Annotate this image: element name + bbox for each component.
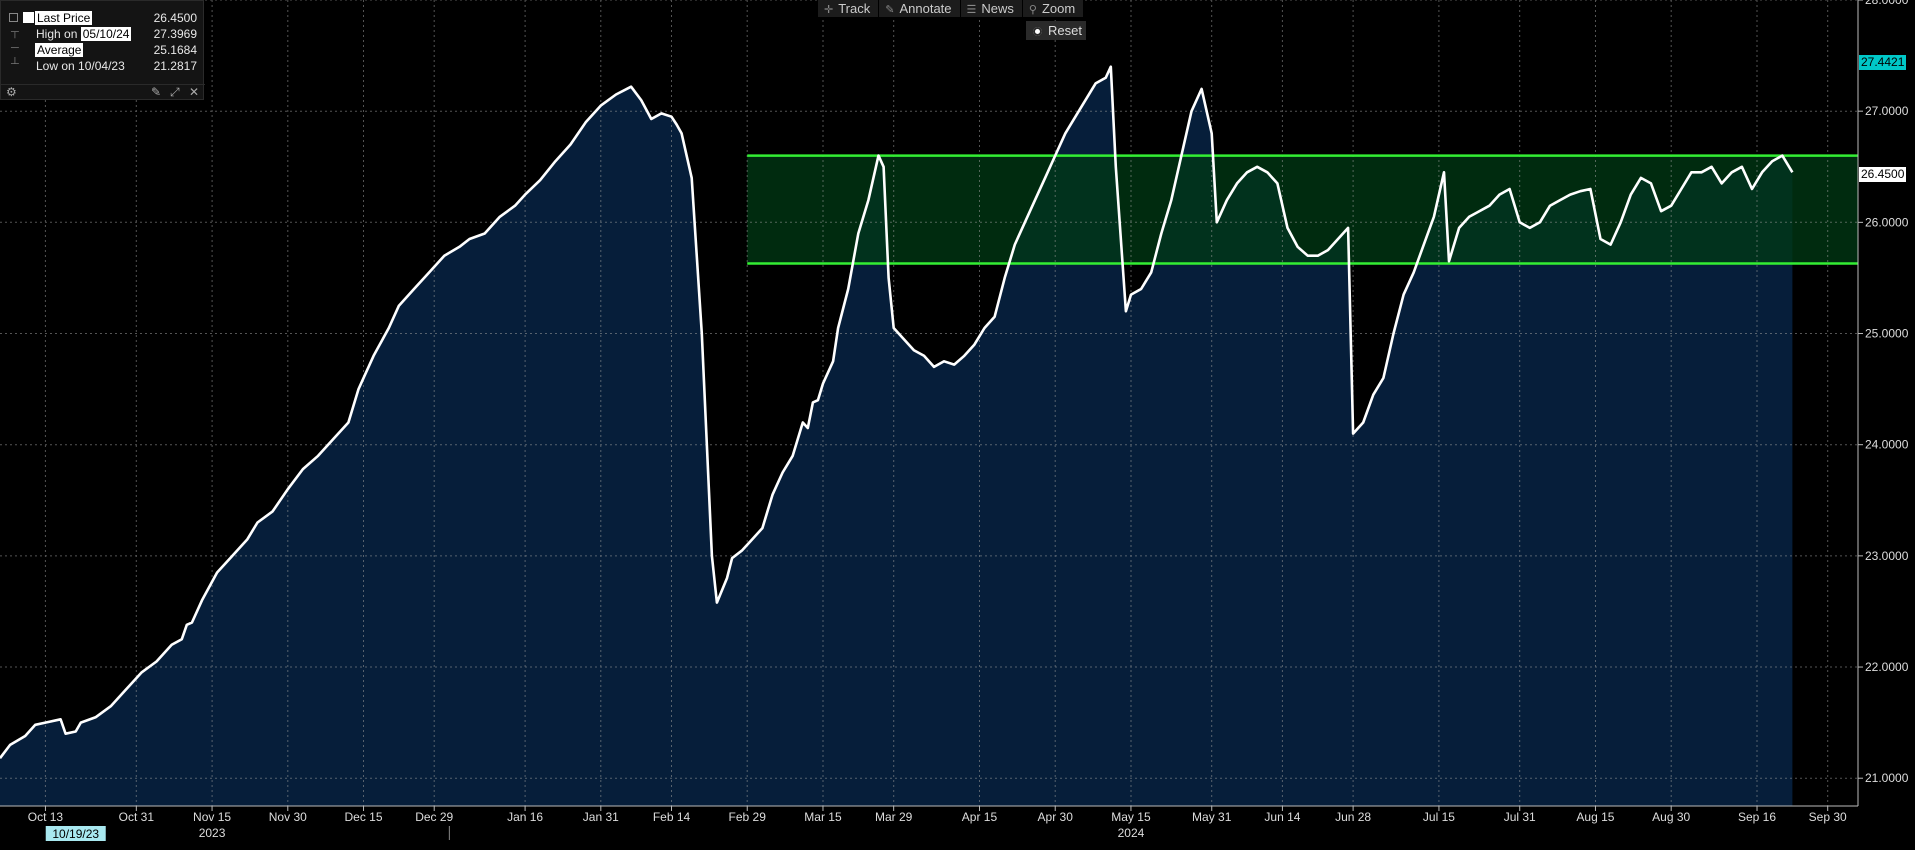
legend-tools: ⚙ ✎ ⤢ ✕ [1, 84, 205, 101]
x-tick-label: Feb 14 [653, 810, 691, 824]
highlight-date-box [45, 826, 106, 841]
x-tick-label: Jun 14 [1264, 810, 1300, 824]
pin-icon[interactable]: ✎ [151, 85, 162, 99]
x-tick-label: Jan 31 [583, 810, 619, 824]
y-tick-label: 24.0000 [1865, 438, 1909, 452]
y-tick-label: 26.0000 [1865, 215, 1909, 229]
x-tick-label: Jul 15 [1423, 810, 1455, 824]
legend-date: 05/10/24 [80, 27, 132, 41]
magnifier-icon: ⚲ [1028, 4, 1037, 16]
settings-icon[interactable]: ⚙ [6, 85, 17, 99]
price-line [0, 65, 1794, 759]
x-tick-label: Apr 15 [962, 810, 998, 824]
x-tick-label: Nov 15 [193, 810, 231, 824]
news-button[interactable]: ☰ News [960, 0, 1023, 17]
reset-button[interactable]: Reset [1026, 21, 1086, 40]
x-tick-label: Aug 30 [1652, 810, 1690, 824]
y-tick-label: 23.0000 [1865, 549, 1909, 563]
legend-key: Last Price [35, 11, 93, 25]
legend-key: Low on 10/04/23 [36, 59, 125, 73]
collapse-icon[interactable] [9, 13, 18, 22]
legend-row-average: ─ Average 25.1684 [1, 42, 205, 58]
legend-key-label: Low on [36, 59, 75, 73]
x-tick-label: Dec 29 [415, 810, 453, 824]
x-tick-label: Feb 29 [729, 810, 767, 824]
legend-row-last-price: Last Price 26.4500 [1, 10, 205, 26]
x-tick-label: Sep 16 [1738, 810, 1776, 824]
legend-key: High on 05/10/24 [36, 27, 132, 41]
y-tick-label: 22.0000 [1865, 660, 1909, 674]
zoom-label: Zoom [1041, 1, 1076, 16]
legend-value: 27.3969 [153, 27, 197, 41]
reset-label: Reset [1048, 23, 1082, 38]
news-label: News [981, 1, 1014, 16]
track-label: Track [838, 1, 871, 16]
legend-date: 10/04/23 [78, 59, 125, 73]
y-tick-label: 28.0000 [1865, 0, 1909, 7]
y-tick-label: 21.0000 [1865, 771, 1909, 785]
legend-key-label: High on [36, 27, 78, 41]
expand-icon[interactable]: ⤢ [170, 85, 180, 99]
x-year-label: 2024 [1118, 826, 1145, 840]
high-price-tag: 27.4421 [1859, 55, 1907, 70]
legend-panel: Last Price 26.4500 ┬ High on 05/10/24 27… [0, 0, 205, 101]
legend-row-high: ┬ High on 05/10/24 27.3969 [1, 26, 205, 42]
annotate-button[interactable]: ✎ Annotate [879, 0, 961, 17]
grid [0, 0, 1858, 806]
x-tick-label: Mar 15 [804, 810, 842, 824]
x-tick-label: Oct 31 [119, 810, 155, 824]
news-icon: ☰ [966, 4, 977, 16]
highlight-date-label: 10/19/23 [52, 827, 99, 841]
last-price-checkbox[interactable] [23, 12, 34, 23]
x-tick-label: Jun 28 [1335, 810, 1371, 824]
low-marker-icon: ┴ [11, 58, 19, 70]
legend-value: 21.2817 [153, 59, 197, 73]
last-price-tag: 26.4500 [1859, 167, 1907, 182]
crosshair-icon: ✛ [824, 4, 834, 16]
chart-toolbar: ✛ Track ✎ Annotate ☰ News ⚲ Zoom [818, 0, 1085, 17]
x-tick-label: Oct 13 [28, 810, 64, 824]
track-button[interactable]: ✛ Track [818, 0, 880, 17]
legend-value: 25.1684 [153, 43, 197, 57]
close-icon[interactable]: ✕ [189, 85, 200, 99]
x-tick-label: Jul 31 [1504, 810, 1536, 824]
x-tick-label: Sep 30 [1809, 810, 1847, 824]
legend-key: Average [35, 43, 84, 57]
x-tick-label: Nov 30 [269, 810, 307, 824]
legend-row-low: ┴ Low on 10/04/23 21.2817 [1, 58, 205, 74]
annotate-label: Annotate [899, 1, 952, 16]
y-tick-label: 27.0000 [1865, 104, 1909, 118]
y-tick-label: 25.0000 [1865, 327, 1909, 341]
radio-icon [1033, 27, 1042, 36]
x-tick-label: Dec 15 [345, 810, 383, 824]
x-tick-label: Mar 29 [875, 810, 913, 824]
x-year-label: 2023 [199, 826, 226, 840]
zoom-button[interactable]: ⚲ Zoom [1022, 0, 1085, 17]
average-marker-icon: ─ [11, 42, 19, 54]
pencil-icon: ✎ [885, 4, 895, 16]
x-tick-label: May 31 [1192, 810, 1232, 824]
x-tick-label: May 15 [1111, 810, 1151, 824]
x-tick-label: Aug 15 [1576, 810, 1614, 824]
range-band [747, 155, 1858, 264]
x-tick-label: Jan 16 [507, 810, 543, 824]
legend-value: 26.4500 [153, 11, 197, 25]
high-marker-icon: ┬ [11, 26, 19, 38]
x-tick-label: Apr 30 [1038, 810, 1074, 824]
